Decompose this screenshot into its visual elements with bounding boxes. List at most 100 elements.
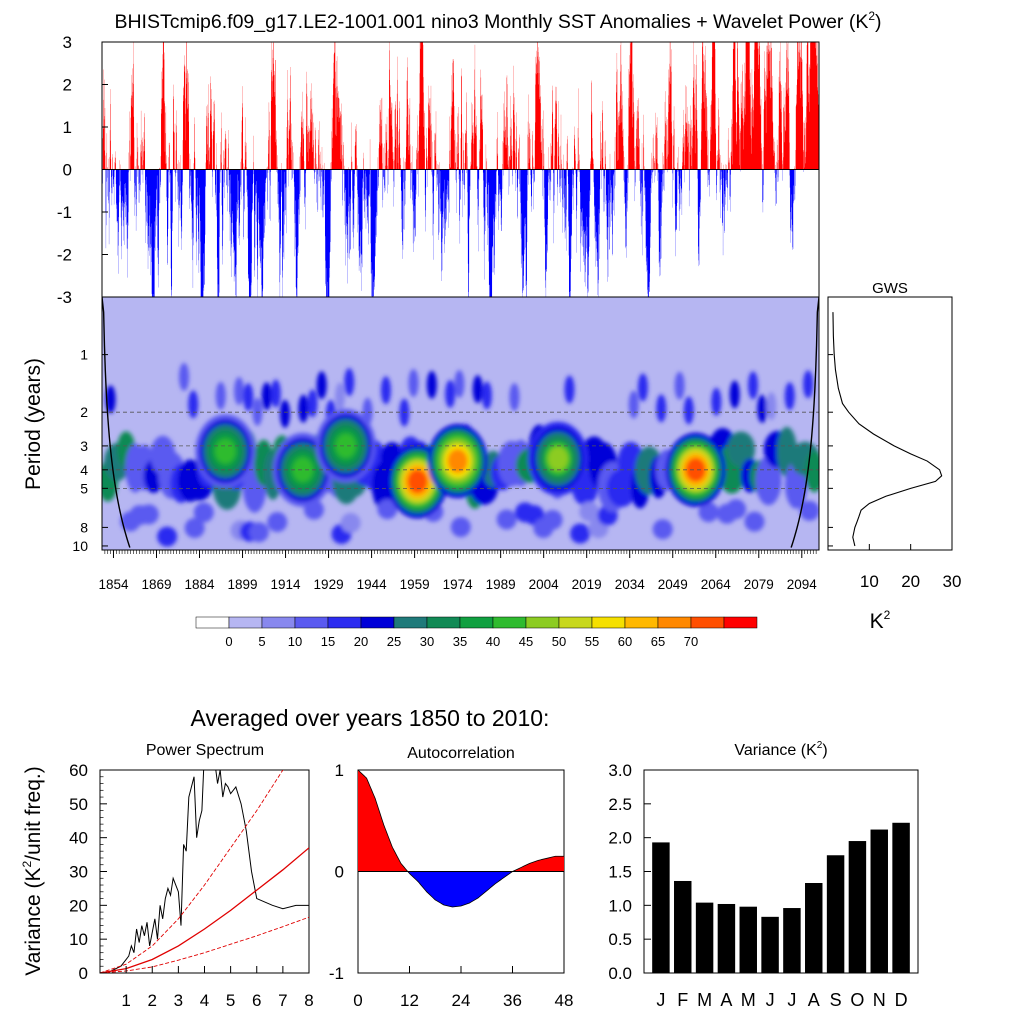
power-cell [105,385,116,414]
colorbar-swatch [459,616,494,629]
power-spectrum-ylabel: Variance (K2/unit freq.) [20,766,45,975]
power-cell [548,446,569,471]
variance-bar [848,841,867,973]
x-tick-label: N [873,990,886,1010]
positive-anomaly-bars [102,42,819,170]
y-tick-label: 20 [69,896,88,915]
power-cell [270,379,281,408]
power-cell [628,390,639,419]
colorbar-swatch [525,616,560,629]
wavelet-y-axis: 1 2 3 4 5 8 10 [72,347,108,554]
y-tick-label: 2.0 [608,829,632,848]
power-cell [748,371,759,400]
wavelet-power-field [102,362,819,547]
power-cell [564,375,575,404]
power-cell [335,433,356,458]
monthly-variance-title: Variance (K2) [734,740,827,759]
y-tick-label: 1 [63,118,72,137]
figure-title: BHISTcmip6.f09_g17.LE2-1001.001 nino3 Mo… [114,9,881,33]
power-cell [298,394,309,423]
power-spectrum-title: Power Spectrum [146,742,264,759]
monthly-variance-panel: Variance (K2) J F M A M J J A S O N D0.00.51.01.52.… [608,740,919,1010]
autocorrelation-title: Autocorrelation [407,745,515,762]
x-tick-label: J [787,990,796,1010]
x-tick-label: 2019 [572,577,602,592]
power-cell [426,370,437,399]
power-cell [711,387,722,416]
power-cell [215,381,226,410]
x-tick-label: 1944 [357,577,388,592]
variance-bar [892,822,910,973]
variance-bar [805,883,823,973]
colorbar-label: 40 [486,634,500,649]
x-tick-label: 1854 [98,577,129,592]
gws-line [832,312,943,547]
x-tick-label: 2094 [787,577,818,592]
power-cell [674,371,685,400]
gws-frame [827,296,953,551]
colorbar-swatch [195,616,230,629]
power-spectrum-axes: 1 2 3 4 5 6 7 8 0 10 20 30 40 50 60 [69,761,314,1010]
colorbar-swatch [327,616,362,629]
colorbar-label: 0 [225,634,232,649]
power-cell [261,382,272,411]
x-tick-label: 1869 [141,577,171,592]
y-tick-label: -2 [57,246,72,265]
power-cell [803,370,814,399]
gws-xlabel: K2 [870,608,891,633]
colorbar-label: 70 [684,634,698,649]
variance-bar [652,842,670,973]
y-tick-label: 0 [63,161,72,180]
power-cell [570,523,591,544]
x-tick-label: A [720,990,732,1010]
x-tick-label: O [850,990,864,1010]
power-cell [445,379,456,408]
power-cell [267,512,288,533]
colorbar-label: 30 [420,634,434,649]
colorbar-swatch [393,616,428,629]
power-cell [481,381,492,410]
power-cell [335,382,346,411]
x-tick-label: F [677,990,688,1010]
y-tick-label: 2.5 [608,795,632,814]
x-tick-label: 6 [252,991,261,1010]
x-tick-label: 48 [555,991,574,1010]
colorbar-swatch [492,616,527,629]
x-tick-label: 20 [901,572,920,591]
power-cell [698,502,719,523]
y-tick-label: 3.0 [608,761,632,780]
power-spectrum-lines [100,770,309,973]
power-cell [377,499,398,520]
x-tick-label: J [656,990,665,1010]
red-noise-lower-line [100,916,309,973]
power-cell [380,376,391,405]
power-cell [450,517,471,538]
power-cell [292,457,313,482]
power-cell [179,362,190,391]
power-cell [248,522,269,543]
y-tick-label: 50 [69,795,88,814]
colorbar-swatch [558,616,593,629]
x-tick-label: 2004 [529,577,560,592]
x-tick-label: 4 [200,991,209,1010]
x-tick-label: 1959 [400,577,430,592]
wavelet-ylabel: Period (years) [22,358,45,490]
power-spectrum-frame [99,769,310,974]
x-tick-label: 1914 [271,577,302,592]
power-cell [138,504,159,525]
power-cell [656,394,667,423]
variance-bar [717,903,736,973]
power-cell [726,499,747,520]
x-tick-label: M [697,990,712,1010]
autocorrelation-panel: Autocorrelation 0 12 24 36 48 1 0 -1 [329,745,574,1010]
x-tick-label: D [895,990,908,1010]
power-cell [496,509,517,530]
autocorrelation-line [357,769,564,908]
cone-of-influence-right [790,297,819,548]
averaging-heading: Averaged over years 1850 to 2010: [191,705,550,731]
x-tick-label: 2079 [744,577,774,592]
power-cell [729,380,740,409]
power-cell [188,390,199,419]
power-cell [157,526,178,547]
